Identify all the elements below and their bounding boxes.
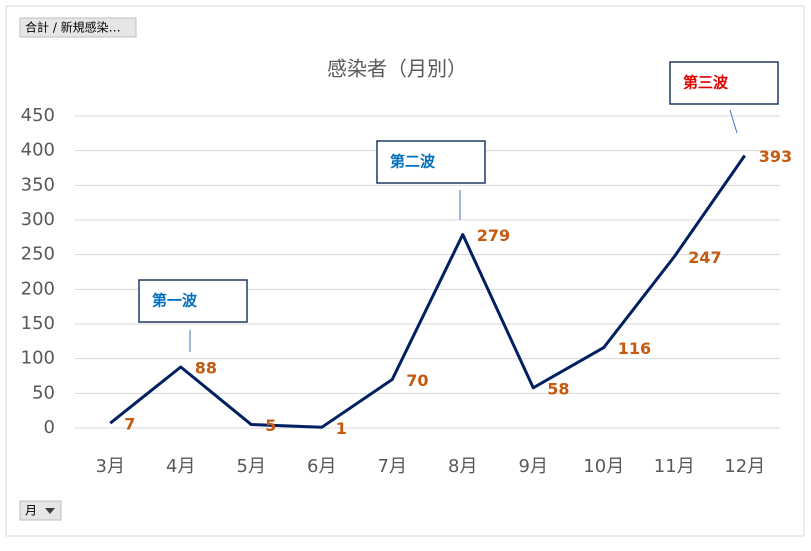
x-tick-label: 6月 (307, 456, 336, 477)
chart-title: 感染者（月別） (327, 57, 467, 81)
y-tick-label: 450 (21, 105, 55, 126)
data-label: 58 (547, 379, 569, 398)
callout-text: 第二波 (390, 153, 436, 171)
data-label: 393 (759, 147, 792, 166)
axis-field-button[interactable] (19, 500, 62, 521)
callout-text: 第三波 (683, 74, 729, 92)
y-tick-label: 150 (21, 313, 55, 334)
x-tick-label: 10月 (583, 456, 624, 477)
y-tick-label: 200 (21, 278, 55, 299)
y-tick-label: 0 (44, 417, 55, 438)
y-tick-label: 300 (21, 209, 55, 230)
callout-line (729, 109, 738, 134)
data-label: 7 (124, 415, 135, 434)
y-tick-label: 50 (32, 382, 55, 403)
x-tick-label: 11月 (654, 456, 695, 477)
data-label: 70 (406, 371, 428, 390)
x-tick-label: 4月 (166, 456, 195, 477)
y-tick-label: 100 (21, 348, 55, 369)
dropdown-arrow (45, 508, 55, 514)
x-tick-label: 7月 (378, 456, 407, 477)
x-tick-label: 12月 (724, 456, 765, 477)
data-label: 88 (195, 358, 217, 377)
x-tick-label: 8月 (448, 456, 477, 477)
data-label: 279 (477, 226, 510, 245)
data-label: 247 (688, 248, 721, 267)
value-field-label: 合計 / 新規感染… (25, 20, 121, 35)
y-tick-label: 250 (21, 244, 55, 265)
data-label: 116 (618, 339, 651, 358)
x-tick-label: 5月 (237, 456, 266, 477)
callout-box (669, 61, 779, 105)
callout-box (138, 279, 248, 323)
callout-box (376, 140, 486, 184)
axis-field-label: 月 (25, 504, 37, 518)
y-tick-label: 350 (21, 174, 55, 195)
callout-text: 第一波 (152, 292, 198, 310)
x-tick-label: 9月 (519, 456, 548, 477)
y-tick-label: 400 (21, 140, 55, 161)
data-label: 1 (336, 419, 347, 438)
x-tick-label: 3月 (96, 456, 125, 477)
value-field-button[interactable] (19, 17, 137, 38)
data-label: 5 (265, 416, 276, 435)
line (109, 154, 746, 429)
